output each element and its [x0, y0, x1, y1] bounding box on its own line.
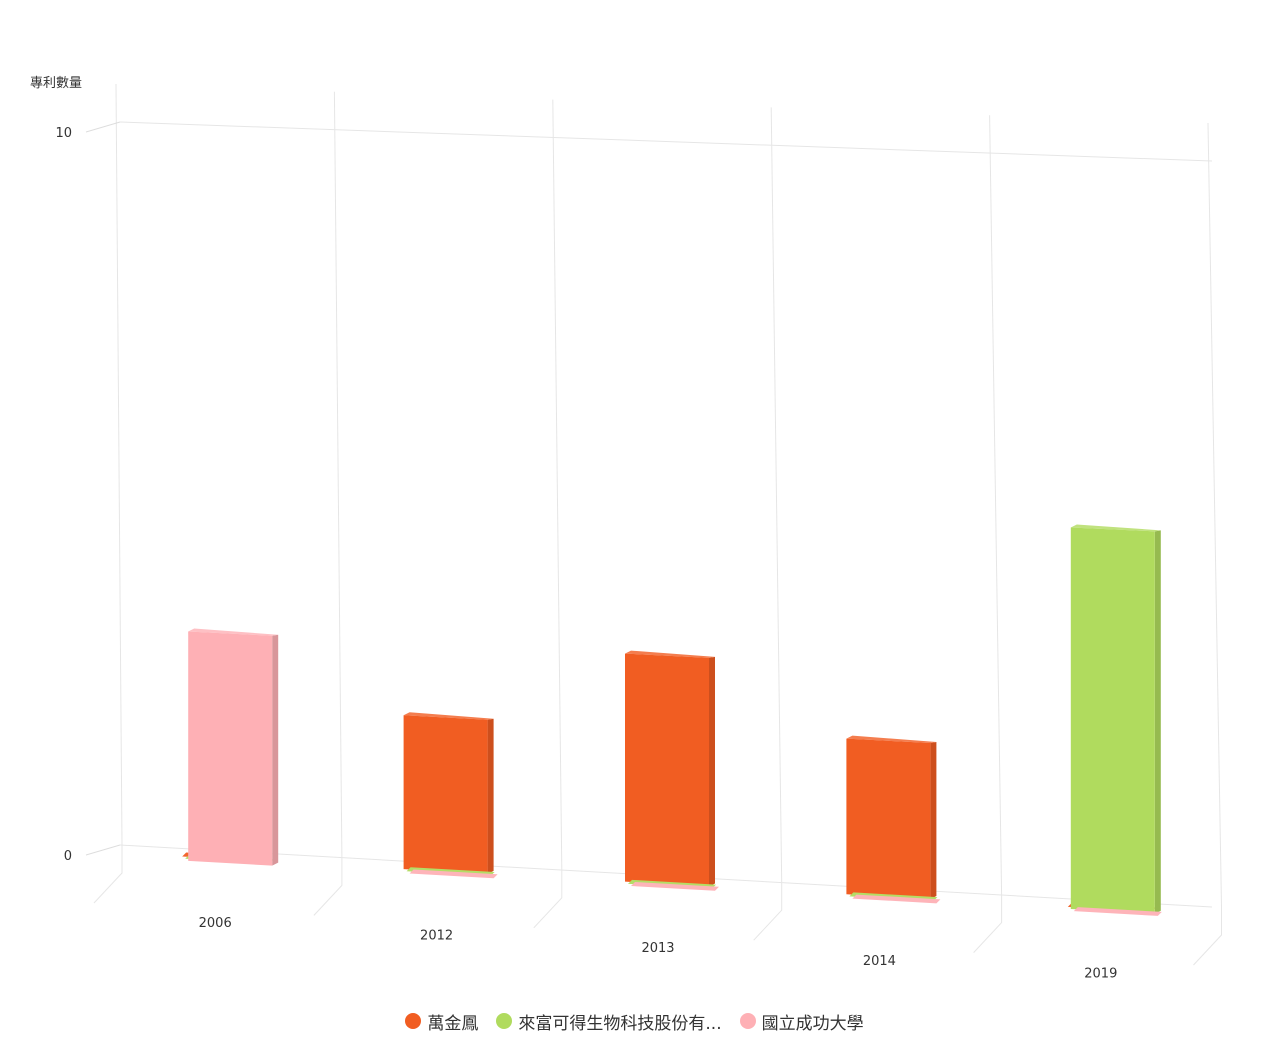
- legend-dot-icon: [405, 1013, 422, 1029]
- bar-flat: [631, 882, 719, 891]
- bars: [182, 524, 1162, 916]
- bar: [1070, 527, 1155, 914]
- legend: 萬金鳳 來富可得生物科技股份有... 國立成功大學: [0, 1006, 1269, 1036]
- floor-gridline: [973, 894, 1003, 953]
- vertical-gridline: [989, 115, 1003, 895]
- legend-dot-icon: [739, 1013, 756, 1029]
- bar-top: [403, 712, 494, 720]
- vertical-gridline: [552, 99, 563, 870]
- vertical-gridline: [1207, 122, 1222, 908]
- floor-gridline: [533, 869, 563, 929]
- floor-gridline: [93, 845, 123, 904]
- bar-side: [487, 718, 494, 874]
- legend-item-series-3[interactable]: 國立成功大學: [739, 1009, 864, 1034]
- floor-gridline: [1193, 907, 1222, 966]
- bar: [625, 653, 709, 887]
- floor-gridline: [313, 857, 343, 916]
- bar-flat: [1073, 907, 1162, 916]
- bar-side: [930, 741, 937, 900]
- horizontal-gridline: [119, 121, 1213, 162]
- bar-flat: [409, 869, 498, 879]
- legend-dot-icon: [496, 1013, 513, 1029]
- x-tick-label: 2014: [863, 954, 896, 969]
- bar-top: [625, 650, 715, 658]
- y-tick-label: 0: [64, 849, 72, 864]
- y-axis-title: 專利數量: [30, 76, 82, 91]
- bar-flat: [852, 894, 941, 904]
- bar: [188, 631, 273, 866]
- floor-gridline: [753, 882, 783, 941]
- bar-side: [709, 656, 715, 887]
- bar-top: [1070, 524, 1161, 532]
- legend-label: 萬金鳳: [427, 1013, 479, 1034]
- bar: [846, 738, 931, 900]
- bar-top: [846, 735, 937, 743]
- x-tick-label: 2012: [420, 929, 453, 944]
- legend-label: 來富可得生物科技股份有...: [518, 1013, 722, 1034]
- bar-chart: 0 10 專利數量 2006 2012 2013 2014 2019: [30, 76, 1222, 981]
- vertical-gridline: [115, 83, 123, 846]
- bar-top: [188, 628, 279, 636]
- vertical-gridline: [770, 107, 783, 883]
- x-tick-label: 2006: [199, 916, 232, 931]
- y-tick-line: [85, 844, 121, 856]
- legend-label: 國立成功大學: [761, 1013, 864, 1034]
- x-tick-label: 2013: [641, 941, 674, 956]
- y-tick-line: [85, 121, 121, 133]
- legend-item-series-1[interactable]: 萬金鳳: [405, 1009, 478, 1034]
- y-tick-label: 10: [55, 126, 72, 141]
- bar: [403, 715, 488, 874]
- legend-item-series-2[interactable]: 來富可得生物科技股份有...: [496, 1009, 722, 1034]
- bar-side: [272, 634, 279, 866]
- vertical-gridline: [333, 91, 343, 858]
- bar-side: [1154, 530, 1161, 914]
- x-tick-label: 2019: [1084, 966, 1117, 981]
